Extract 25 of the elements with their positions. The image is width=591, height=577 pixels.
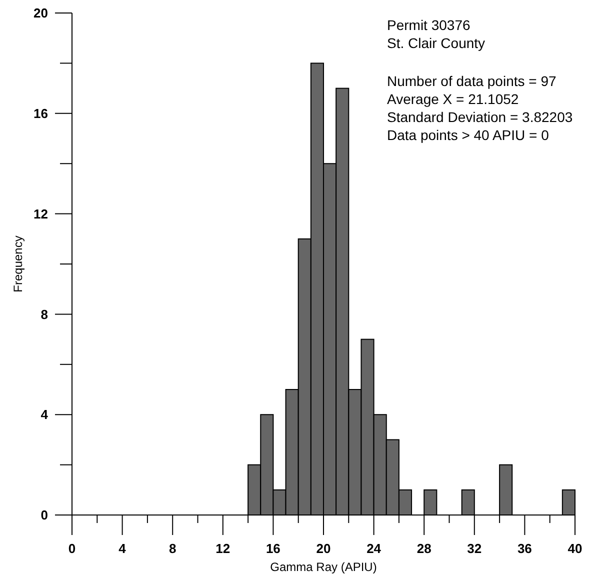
x-tick-label: 40	[568, 541, 582, 556]
x-tick-label: 36	[517, 541, 532, 556]
x-tick-label: 16	[266, 541, 280, 556]
x-tick-label: 24	[366, 541, 382, 556]
annotation: Data points > 40 APIU = 0	[387, 127, 550, 143]
y-tick-label: 16	[34, 106, 48, 121]
x-tick-label: 12	[216, 541, 230, 556]
x-axis-title: Gamma Ray (APIU)	[270, 560, 377, 574]
y-tick-label: 0	[40, 508, 48, 523]
x-tick-label: 20	[316, 541, 331, 556]
x-tick-label: 8	[168, 541, 176, 556]
annotation: Standard Deviation = 3.82203	[387, 109, 573, 125]
y-tick-label: 8	[40, 306, 48, 322]
annotation: Average X = 21.1052	[387, 91, 519, 107]
y-tick-label: 12	[34, 206, 48, 222]
y-tick-label: 4	[40, 407, 49, 422]
y-tick-label: 20	[34, 6, 48, 21]
x-tick-label: 0	[68, 541, 76, 556]
annotation: St. Clair County	[387, 35, 486, 51]
x-tick-label: 28	[416, 541, 432, 556]
annotation: Permit 30376	[387, 17, 470, 33]
x-tick-label: 4	[118, 541, 127, 556]
y-axis-title: Frequency	[11, 236, 25, 292]
x-tick-label: 32	[467, 541, 482, 556]
annotation: Number of data points = 97	[387, 73, 556, 89]
